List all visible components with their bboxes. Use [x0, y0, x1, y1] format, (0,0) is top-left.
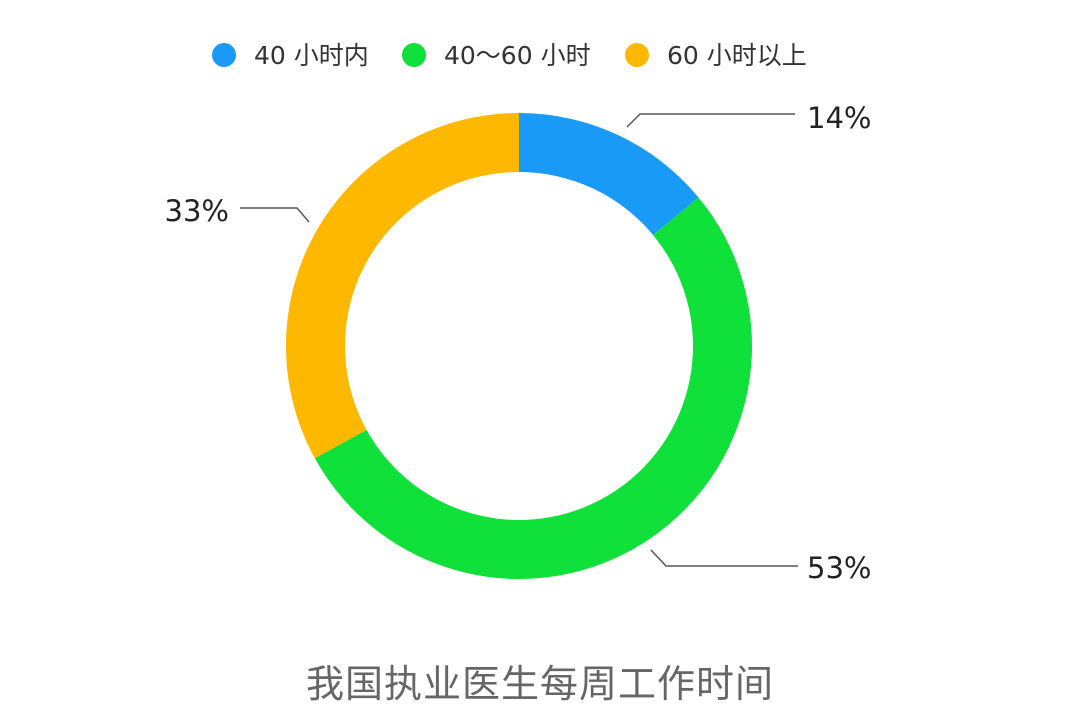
legend-swatch-over-60	[625, 43, 649, 67]
legend-label-over-60: 60 小时以上	[667, 41, 807, 70]
legend-item-under-40[interactable]: 40 小时内	[212, 41, 369, 70]
pct-label-under-40: 14%	[807, 101, 871, 135]
legend-swatch-40-60	[402, 43, 426, 67]
leader-line-40-60	[650, 549, 798, 567]
slice-over-60[interactable]	[285, 113, 519, 459]
leader-lines	[240, 113, 798, 567]
leader-line-over-60	[240, 207, 310, 223]
pct-label-over-60: 33%	[165, 194, 229, 228]
slice-under-40[interactable]	[519, 113, 699, 236]
legend-label-under-40: 40 小时内	[254, 41, 369, 70]
legend-swatch-under-40	[212, 43, 236, 67]
chart-caption: 我国执业医生每周工作时间	[306, 662, 774, 706]
legend: 40 小时内 40～60 小时 60 小时以上	[212, 41, 807, 70]
donut-slices	[285, 113, 752, 579]
leader-line-under-40	[626, 113, 795, 128]
legend-label-40-60: 40～60 小时	[444, 41, 591, 70]
legend-item-40-60[interactable]: 40～60 小时	[402, 41, 591, 70]
pct-label-40-60: 53%	[807, 551, 871, 585]
slice-40-60[interactable]	[314, 197, 752, 579]
legend-item-over-60[interactable]: 60 小时以上	[625, 41, 807, 70]
